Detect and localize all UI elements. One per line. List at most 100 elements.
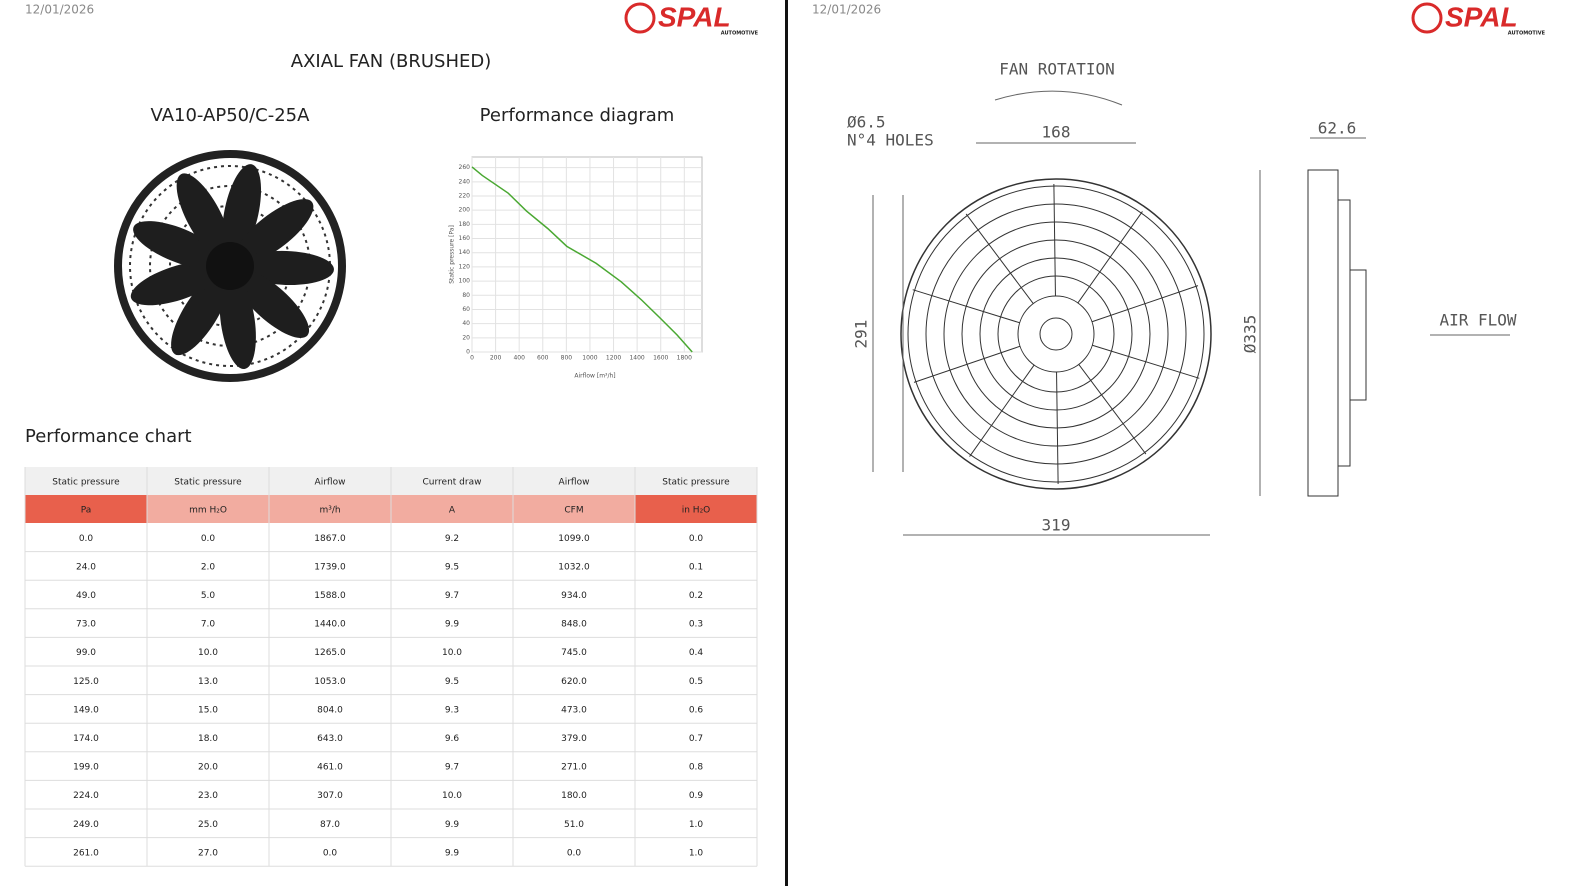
table-cell: 379.0 [561,734,587,744]
logo-icon [1411,2,1443,34]
x-tick-label: 1200 [606,355,621,362]
table-cell: 745.0 [561,648,587,658]
x-tick-label: 0 [470,355,474,362]
unit-header: mm H₂O [189,506,227,516]
y-tick-label: 100 [459,278,471,285]
y-tick-label: 140 [459,249,471,256]
column-header: Static pressure [174,478,242,488]
table-cell: 9.6 [445,734,460,744]
table-cell: 199.0 [73,763,99,773]
column-header: Current draw [423,478,482,488]
unit-cell [391,495,513,523]
fan-blade [130,261,223,306]
table-cell: 307.0 [317,791,343,801]
table-cell: 0.0 [689,534,704,544]
table-cell: 24.0 [76,562,96,572]
table-cell: 25.0 [198,820,218,830]
unit-header: Pa [81,506,92,516]
logo-sub: AUTOMOTIVE [721,31,759,37]
table-cell: 13.0 [198,677,218,687]
model: VA10-AP50/C-25A [151,105,311,126]
y-tick-label: 220 [459,193,471,200]
x-tick-label: 1600 [653,355,668,362]
y-tick-label: 80 [462,292,470,299]
table-cell: 1053.0 [314,677,346,687]
table-cell: 10.0 [198,648,218,658]
logo-sub: AUTOMOTIVE [1508,31,1546,37]
table-cell: 27.0 [198,848,218,858]
y-tick-label: 40 [462,320,470,327]
table-cell: 125.0 [73,677,99,687]
spoke [913,345,1021,383]
y-tick-label: 180 [459,221,471,228]
table-cell: 9.7 [445,591,459,601]
x-tick-label: 1400 [629,355,644,362]
table-cell: 1032.0 [558,562,590,572]
column-header: Static pressure [662,478,730,488]
x-tick-label: 400 [513,355,525,362]
unit-header: in H₂O [682,506,711,516]
diagram-title: Performance diagram [480,105,675,126]
date: 12/01/2026 [812,3,881,17]
table-cell: 10.0 [442,648,462,658]
table-cell: 23.0 [198,791,218,801]
spoke [1077,211,1143,304]
date: 12/01/2026 [25,3,94,17]
fan-rotation: FAN ROTATION [999,60,1115,79]
x-tick-label: 1800 [677,355,692,362]
logo: SPAL [658,1,731,32]
unit-header: A [449,506,456,516]
spoke [969,364,1035,457]
unit-cell [513,495,635,523]
table-cell: 1867.0 [314,534,346,544]
table-cell: 1440.0 [314,620,346,630]
data-line [471,166,693,353]
table-cell: 643.0 [317,734,343,744]
y-tick-label: 120 [459,263,471,270]
table-cell: 0.0 [323,848,338,858]
table-cell: 1588.0 [314,591,346,601]
fan-blade [133,221,224,269]
table-cell: 0.8 [689,763,704,773]
table-cell: 0.4 [689,648,704,658]
unit-cell [147,495,269,523]
table-cell: 0.1 [689,562,703,572]
table-cell: 9.9 [445,820,460,830]
table-cell: 9.2 [445,534,459,544]
table-cell: 87.0 [320,820,340,830]
x-tick-label: 1000 [582,355,597,362]
divider [785,0,788,886]
fan-image [114,150,346,382]
spoke [1053,184,1056,297]
chart-title: Performance chart [25,426,192,447]
spoke [912,289,1020,324]
unit-cell [269,495,391,523]
y-tick-label: 240 [459,178,471,185]
table-cell: 1.0 [689,848,704,858]
table-cell: 2.0 [201,562,216,572]
y-axis-label: Static pressure [Pa] [449,225,456,284]
unit-cell [25,495,147,523]
page-title: AXIAL FAN (BRUSHED) [291,51,492,72]
column-header: Airflow [559,478,590,488]
table-cell: 224.0 [73,791,99,801]
air-flow: AIR FLOW [1439,311,1516,330]
y-tick-label: 260 [459,164,471,171]
table-cell: 5.0 [201,591,216,601]
dimension: 291 [852,320,871,349]
table-cell: 9.3 [445,705,459,715]
spoke [965,213,1034,304]
table-cell: 20.0 [198,763,218,773]
table-cell: 1739.0 [314,562,346,572]
x-tick-label: 600 [537,355,549,362]
table-cell: 0.9 [689,791,704,801]
table-cell: 804.0 [317,705,343,715]
table-cell: 51.0 [564,820,584,830]
spoke [1091,285,1199,323]
table-cell: 9.7 [445,763,459,773]
fan-blade [219,273,256,370]
y-tick-label: 160 [459,235,471,242]
fan-hub [206,242,254,290]
table-cell: 73.0 [76,620,96,630]
